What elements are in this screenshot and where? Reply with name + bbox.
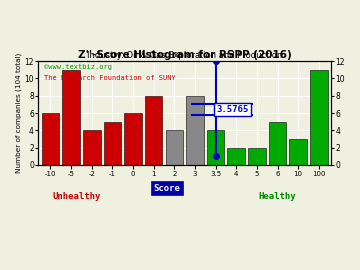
Text: 3.5765: 3.5765: [217, 105, 249, 114]
Bar: [166, 130, 183, 165]
Bar: [269, 122, 286, 165]
Text: Unhealthy: Unhealthy: [53, 192, 101, 201]
Title: Z''-Score Histogram for RSPP (2016): Z''-Score Histogram for RSPP (2016): [78, 50, 292, 60]
Text: The Research Foundation of SUNY: The Research Foundation of SUNY: [44, 75, 176, 81]
Bar: [42, 113, 59, 165]
Bar: [248, 148, 266, 165]
Bar: [310, 70, 328, 165]
Text: Score: Score: [154, 184, 180, 193]
Bar: [186, 96, 204, 165]
Bar: [83, 130, 100, 165]
Bar: [104, 122, 121, 165]
Bar: [145, 96, 162, 165]
Bar: [289, 139, 307, 165]
Text: Industry: Oil & Gas Exploration and Production: Industry: Oil & Gas Exploration and Prod…: [87, 51, 282, 60]
Bar: [124, 113, 142, 165]
Text: Healthy: Healthy: [258, 192, 296, 201]
Bar: [207, 130, 224, 165]
Text: ©www.textbiz.org: ©www.textbiz.org: [44, 64, 112, 70]
Bar: [228, 148, 245, 165]
Bar: [62, 70, 80, 165]
Y-axis label: Number of companies (104 total): Number of companies (104 total): [15, 53, 22, 173]
